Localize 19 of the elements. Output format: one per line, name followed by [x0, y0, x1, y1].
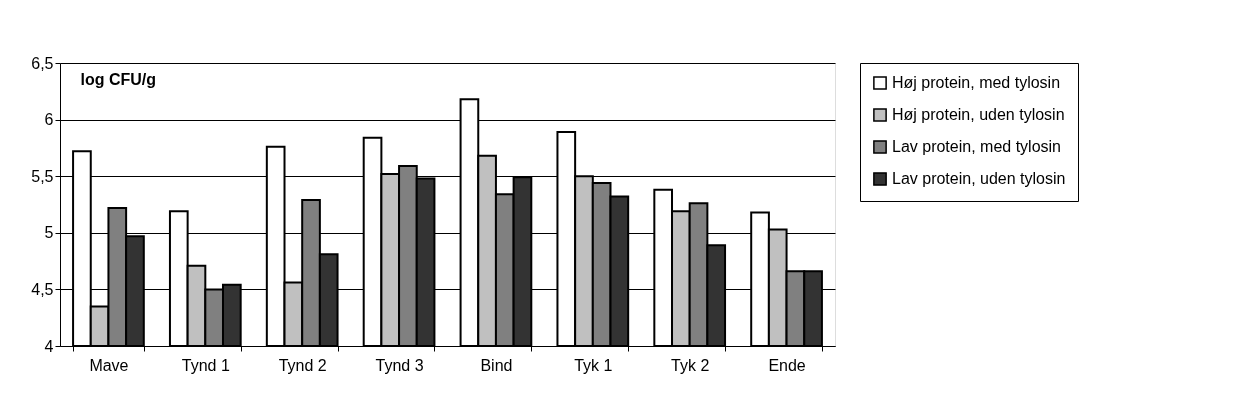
x-tick-label: Tynd 3 [375, 356, 424, 374]
y-tick-label: 4 [44, 337, 54, 355]
x-tick-label: Bind [480, 356, 513, 374]
y-axis-title: log CFU/g [80, 70, 157, 88]
x-tick-label: Tyk 1 [574, 356, 613, 374]
y-tick-label: 5,5 [31, 167, 54, 185]
legend-label: Lav protein, med tylosin [892, 138, 1061, 155]
x-tick-label: Tynd 2 [278, 356, 327, 374]
y-tick-label: 4,5 [31, 280, 54, 298]
legend-label: Lav protein, uden tylosin [892, 170, 1066, 187]
legend-label: Høj protein, uden tylosin [892, 106, 1065, 123]
x-tick-label: Tynd 1 [181, 356, 230, 374]
x-tick-label: Mave [89, 356, 129, 374]
y-tick-label: 6 [44, 111, 54, 129]
x-tick-label: Tyk 2 [671, 356, 710, 374]
y-tick-label: 5 [44, 224, 54, 242]
x-tick-label: Ende [768, 356, 806, 374]
y-tick-label: 6,5 [31, 54, 54, 72]
legend-label: Høj protein, med tylosin [892, 74, 1061, 91]
